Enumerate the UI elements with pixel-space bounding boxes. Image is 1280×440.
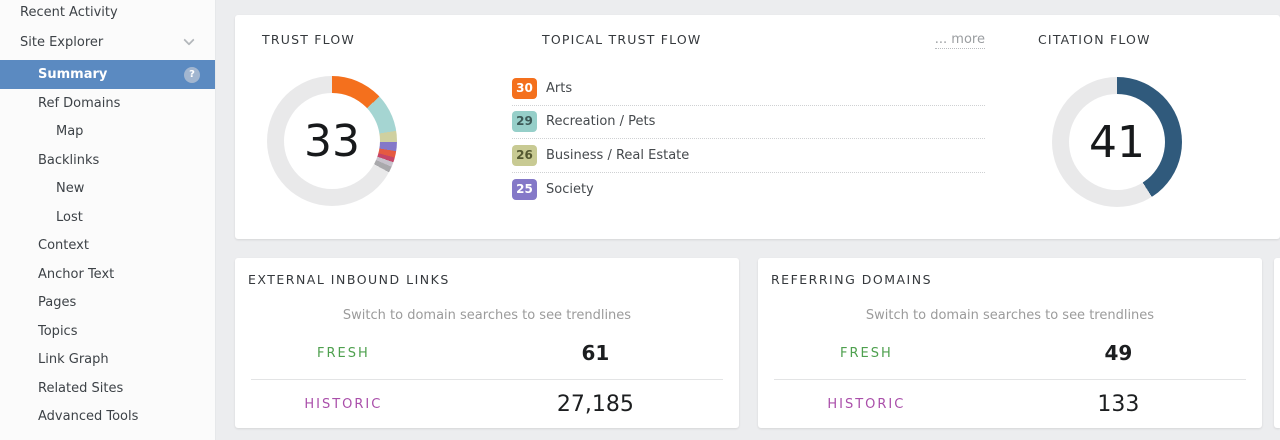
topic-row[interactable]: 30 Arts	[512, 72, 985, 106]
sidebar-item-label: Link Graph	[38, 352, 109, 368]
fresh-row: FRESH 61	[235, 335, 739, 371]
sidebar-item-topics[interactable]: Topics	[0, 317, 215, 346]
fresh-label[interactable]: FRESH	[839, 345, 893, 361]
topical-trust-flow-list: 30 Arts 29 Recreation / Pets 26 Business…	[512, 72, 985, 206]
sidebar-item-pages[interactable]: Pages	[0, 289, 215, 318]
trust-flow-donut: 33	[267, 76, 397, 206]
trust-flow-donut-hole: 33	[284, 93, 380, 189]
trendlines-note: Switch to domain searches to see trendli…	[865, 308, 1155, 323]
sidebar-item-map[interactable]: Map	[0, 118, 215, 147]
fresh-row: FRESH 49	[758, 335, 1262, 371]
sidebar-item-label: Map	[56, 124, 84, 140]
sidebar-item-label: Context	[38, 238, 89, 254]
historic-label[interactable]: HISTORIC	[304, 396, 383, 412]
citation-flow-title: CITATION FLOW	[1038, 32, 1151, 47]
topic-score-badge: 25	[512, 178, 537, 200]
historic-value: 133	[1097, 391, 1140, 417]
topic-label: Recreation / Pets	[546, 114, 656, 130]
trust-flow-value: 33	[304, 115, 360, 167]
sidebar-item-lost[interactable]: Lost	[0, 203, 215, 232]
sidebar-item-related-sites[interactable]: Related Sites	[0, 374, 215, 403]
topic-label: Society	[546, 181, 594, 197]
more-link[interactable]: ... more	[934, 32, 985, 49]
partial-card-edge	[1274, 258, 1280, 428]
historic-value: 27,185	[556, 391, 634, 417]
external-inbound-links-card: EXTERNAL INBOUND LINKS Switch to domain …	[235, 258, 739, 428]
sidebar-item-label: Lost	[56, 209, 83, 225]
fresh-value: 61	[581, 341, 610, 365]
topic-row[interactable]: 26 Business / Real Estate	[512, 139, 985, 173]
row-divider	[774, 379, 1246, 380]
flow-metrics-card: TRUST FLOW 33 TOPICAL TRUST FLOW ... mor…	[235, 15, 1280, 239]
sidebar-item-label: Site Explorer	[20, 34, 104, 50]
sidebar-item-label: New	[56, 181, 85, 197]
topic-row[interactable]: 25 Society	[512, 173, 985, 207]
topic-label: Arts	[546, 80, 573, 96]
sidebar-item-link-graph[interactable]: Link Graph	[0, 346, 215, 375]
historic-row: HISTORIC 27,185	[235, 384, 739, 424]
sidebar-item-recent-activity[interactable]: Recent Activity	[0, 0, 215, 24]
card-title: EXTERNAL INBOUND LINKS	[248, 272, 450, 287]
sidebar: Recent Activity Site Explorer Summary ? …	[0, 0, 216, 440]
sidebar-item-label: Pages	[38, 295, 77, 311]
main-content: TRUST FLOW 33 TOPICAL TRUST FLOW ... mor…	[216, 0, 1280, 440]
sidebar-item-label: Backlinks	[38, 152, 100, 168]
topic-score-badge: 30	[512, 77, 537, 99]
sidebar-item-context[interactable]: Context	[0, 232, 215, 261]
topic-score-badge: 26	[512, 144, 537, 166]
sidebar-item-ref-domains[interactable]: Ref Domains	[0, 89, 215, 118]
help-icon[interactable]: ?	[184, 66, 200, 83]
referring-domains-card: REFERRING DOMAINS Switch to domain searc…	[758, 258, 1262, 428]
sidebar-item-site-explorer[interactable]: Site Explorer	[0, 24, 215, 60]
topical-trust-flow-title: TOPICAL TRUST FLOW	[542, 32, 702, 47]
historic-row: HISTORIC 133	[758, 384, 1262, 424]
fresh-value: 49	[1104, 341, 1133, 365]
sidebar-item-label: Summary	[38, 67, 108, 82]
sidebar-item-label: Recent Activity	[20, 4, 118, 20]
card-title: REFERRING DOMAINS	[771, 272, 933, 287]
topic-label: Business / Real Estate	[546, 147, 690, 163]
trendlines-note: Switch to domain searches to see trendli…	[342, 308, 632, 323]
citation-flow-donut-hole: 41	[1069, 94, 1165, 190]
sidebar-item-advanced-tools[interactable]: Advanced Tools	[0, 403, 215, 432]
sidebar-item-label: Related Sites	[38, 380, 124, 396]
sidebar-item-backlinks[interactable]: Backlinks	[0, 146, 215, 175]
sidebar-item-label: Topics	[38, 323, 78, 339]
sidebar-item-new[interactable]: New	[0, 175, 215, 204]
sidebar-item-summary[interactable]: Summary ?	[0, 60, 215, 89]
historic-label[interactable]: HISTORIC	[827, 396, 906, 412]
topic-row[interactable]: 29 Recreation / Pets	[512, 106, 985, 139]
trust-flow-title: TRUST FLOW	[262, 32, 355, 47]
chevron-down-icon	[183, 34, 195, 46]
topic-score-badge: 29	[512, 111, 537, 133]
row-divider	[251, 379, 723, 380]
citation-flow-value: 41	[1089, 116, 1145, 168]
sidebar-item-label: Ref Domains	[38, 95, 121, 111]
citation-flow-donut: 41	[1052, 77, 1182, 207]
sidebar-item-anchor-text[interactable]: Anchor Text	[0, 260, 215, 289]
sidebar-item-label: Anchor Text	[38, 266, 115, 282]
fresh-label[interactable]: FRESH	[316, 345, 370, 361]
sidebar-item-label: Advanced Tools	[38, 409, 139, 425]
